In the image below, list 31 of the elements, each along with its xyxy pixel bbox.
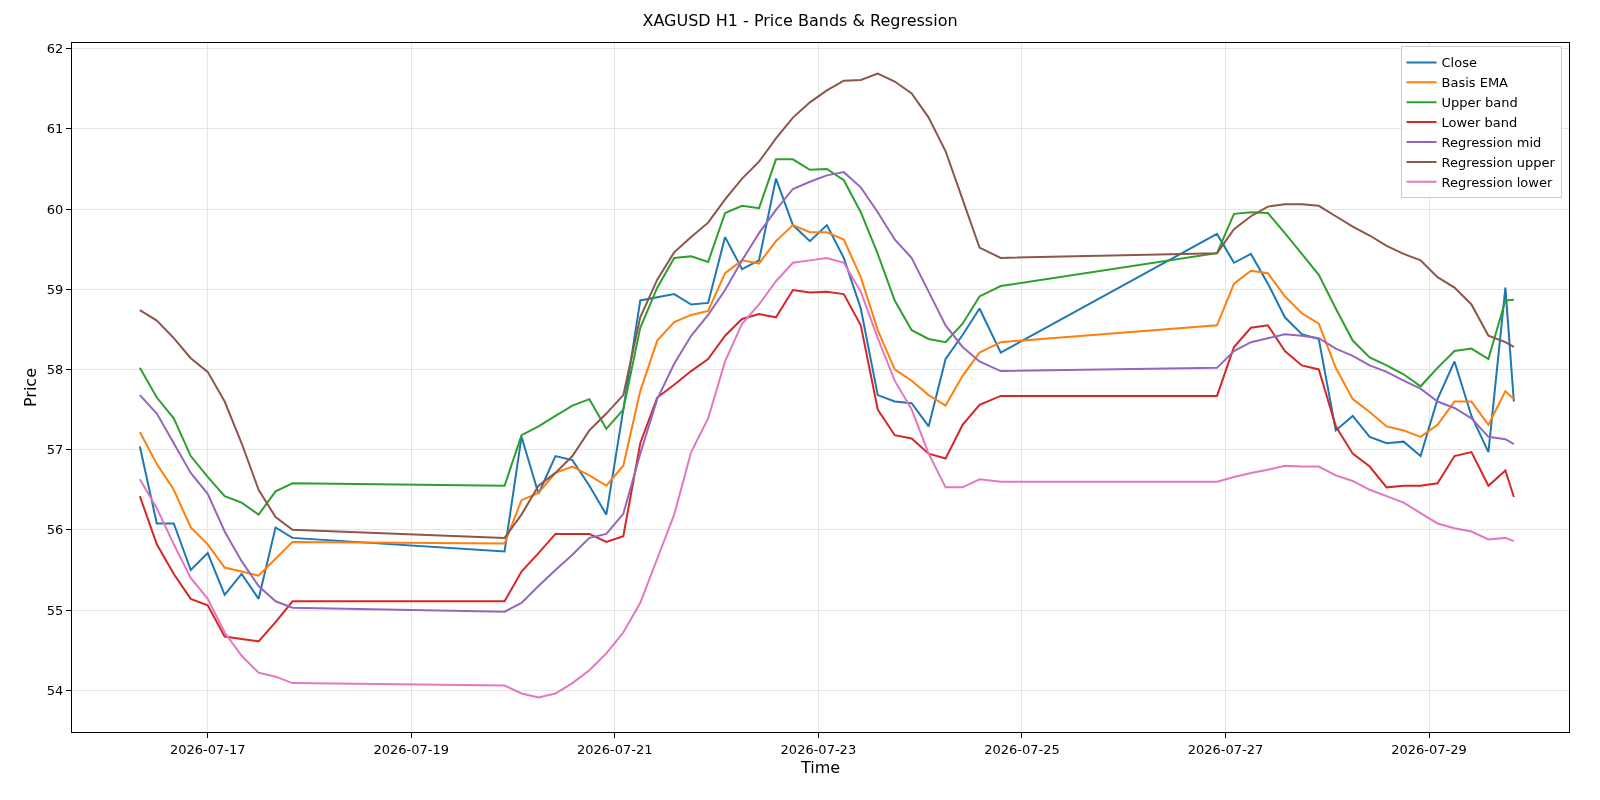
legend-label: Regression mid xyxy=(1441,135,1542,151)
y-tick-label: 58 xyxy=(46,362,64,377)
y-tick-label: 59 xyxy=(46,281,64,297)
y-tick-label: 61 xyxy=(46,121,64,137)
y-tick-label: 54 xyxy=(46,682,64,698)
x-axis-title: Time xyxy=(799,758,841,778)
y-tick-label: 55 xyxy=(46,602,64,618)
x-tick-label: 2026-07-29 xyxy=(1391,741,1467,757)
x-tick-label: 2026-07-19 xyxy=(373,741,450,757)
legend-label: Regression upper xyxy=(1441,154,1556,170)
y-axis-title: Price xyxy=(20,367,40,408)
legend-label: Close xyxy=(1441,55,1477,71)
line-series xyxy=(138,224,1515,577)
chart-title: XAGUSD H1 - Price Bands & Regression xyxy=(642,10,958,30)
y-tick-label: 57 xyxy=(46,442,64,458)
y-tick-label: 60 xyxy=(46,201,64,217)
line-series xyxy=(138,158,1515,516)
line-series xyxy=(138,256,1515,699)
legend-label: Basis EMA xyxy=(1441,75,1509,91)
legend-label: Regression lower xyxy=(1441,174,1553,190)
legend-label: Lower band xyxy=(1441,115,1518,131)
x-tick-label: 2026-07-25 xyxy=(984,741,1060,757)
x-tick-label: 2026-07-17 xyxy=(169,741,246,757)
y-tick-label: 56 xyxy=(46,522,64,538)
legend-label: Upper band xyxy=(1441,95,1518,111)
x-tick-label: 2026-07-27 xyxy=(1187,741,1264,757)
x-tick-label: 2026-07-23 xyxy=(780,741,857,757)
line-series xyxy=(138,72,1515,539)
line-series xyxy=(138,289,1515,643)
y-tick-label: 62 xyxy=(46,41,64,57)
x-tick-label: 2026-07-21 xyxy=(577,741,653,757)
